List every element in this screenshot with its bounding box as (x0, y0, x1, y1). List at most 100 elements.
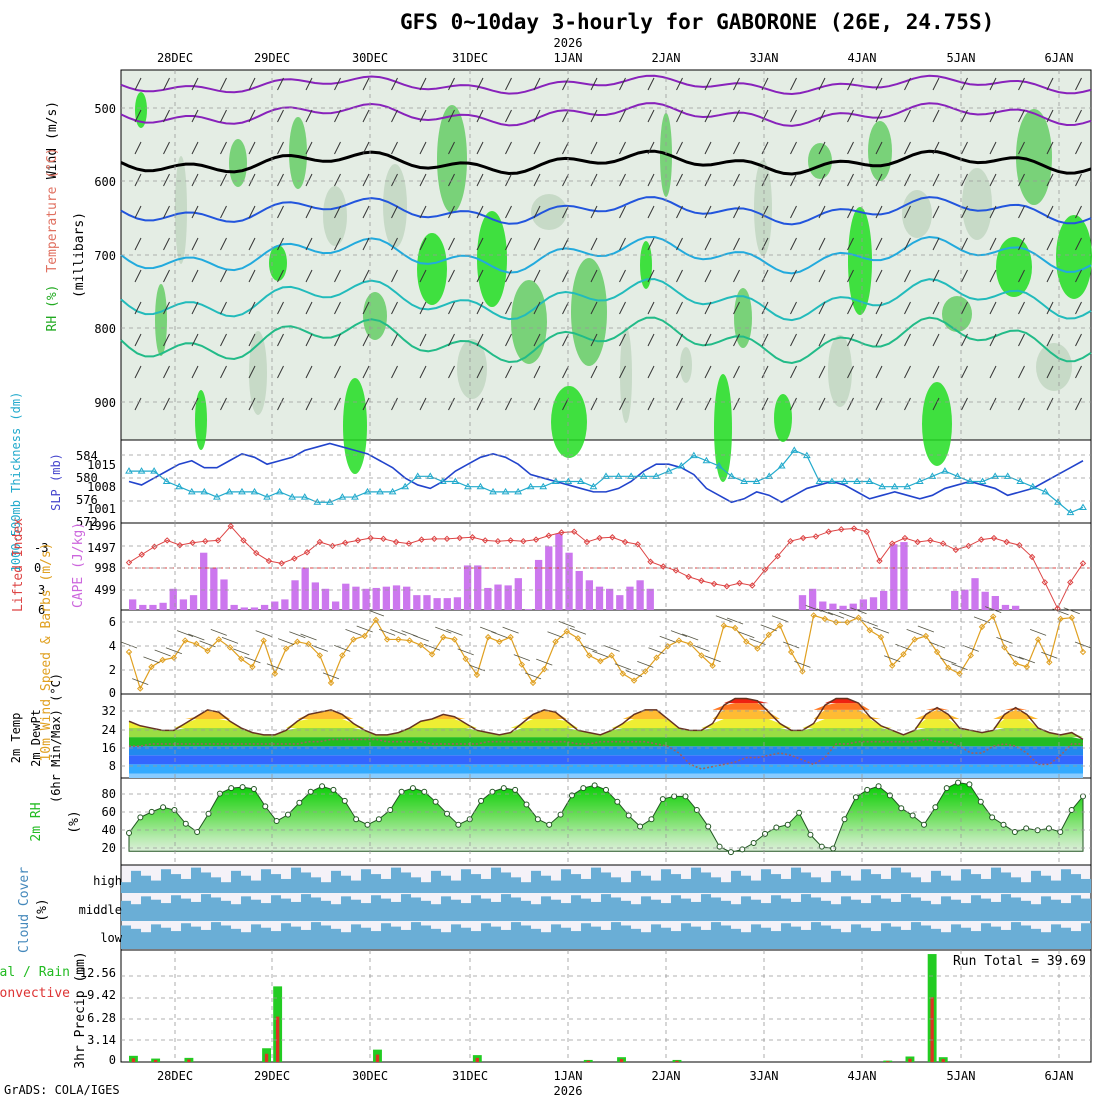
cloud-bar (781, 878, 791, 893)
wind-barb (191, 77, 199, 91)
lifted-index-point (685, 573, 692, 580)
wind-barb (603, 645, 620, 652)
rh-point (444, 810, 450, 817)
rh-point (591, 782, 598, 789)
cloud-bar (451, 924, 461, 949)
rh-point (512, 786, 519, 793)
y-tick-label: 600 (94, 175, 116, 189)
y-tick-label: 4 (109, 639, 116, 653)
wind-barb (790, 77, 797, 91)
wind-barb (940, 657, 957, 665)
wind-barb (558, 621, 575, 628)
wind-barb (191, 365, 199, 379)
wind-barb (592, 650, 609, 658)
thickness-point (438, 477, 447, 484)
y-tick-label: 800 (94, 322, 116, 336)
rh-point (921, 821, 927, 828)
rh-point (182, 820, 189, 827)
wind-speed-point (709, 662, 716, 669)
wind-barb (562, 173, 569, 187)
rh-point (534, 816, 541, 823)
cloud-bar (501, 894, 511, 921)
temp-band (129, 709, 1083, 719)
wind-speed-point (473, 671, 481, 679)
thickness-point (526, 482, 535, 490)
wind-barb (738, 631, 755, 639)
wind-speed-point (922, 632, 930, 640)
cloud-bar (331, 928, 341, 949)
wind-speed-point (327, 679, 335, 687)
thickness-point (263, 493, 271, 500)
wind-barb (476, 269, 484, 283)
wind-barb (619, 333, 626, 347)
cloud-bar (561, 927, 571, 949)
cloud-bar (461, 903, 471, 921)
wind-barb (1075, 365, 1082, 379)
wind-barb (248, 397, 256, 411)
wind-barb (391, 365, 398, 379)
thickness-point (878, 482, 887, 490)
wind-barb (391, 77, 398, 91)
x-tick-label: 2JAN (652, 1069, 681, 1083)
wind-barb (847, 333, 854, 347)
thickness-line (129, 449, 1084, 514)
cloud-bar (791, 901, 801, 921)
wind-speed-point (563, 628, 570, 635)
thickness-point (1003, 472, 1012, 479)
wind-barb (989, 109, 997, 123)
rh-point (250, 785, 257, 792)
wind-barb (790, 173, 797, 187)
rh-blob (848, 207, 872, 315)
rh-point (671, 793, 678, 800)
cloud-bar (351, 880, 361, 893)
wind-barb (761, 397, 769, 411)
y-tick-label: 9.42 (87, 988, 116, 1002)
temperature-contour (120, 316, 1092, 365)
lifted-index-point (749, 582, 756, 589)
wind-barb (491, 631, 508, 639)
wind-barb (704, 333, 712, 347)
cloud-bar (1061, 869, 1071, 893)
thickness-point (853, 477, 861, 484)
wind-speed-point (720, 622, 728, 629)
cloud-bar (991, 867, 1001, 893)
wind-barb (847, 237, 854, 251)
cloud-bar (1031, 870, 1041, 893)
lifted-index-point (1028, 553, 1036, 561)
wind-barb (614, 663, 631, 671)
wind-barb (590, 269, 598, 283)
wind-barb (547, 631, 564, 639)
cape-bar (342, 583, 350, 610)
rh-point (818, 843, 825, 850)
cape-bar (646, 588, 654, 610)
lifted-index-point (392, 538, 400, 546)
wind-speed-point (630, 677, 638, 684)
wind-speed-point (428, 651, 436, 658)
y-tick-label: 1996 (87, 519, 116, 533)
wind-barb (961, 109, 968, 123)
cloud-bar (1041, 932, 1051, 949)
wind-barb (562, 141, 569, 155)
cape-bar (900, 542, 908, 610)
cloud-bar (521, 925, 531, 949)
cloud-bar (771, 931, 781, 949)
cloud-bar (721, 882, 731, 893)
wind-barb (334, 237, 341, 251)
cloud-bar (191, 901, 201, 921)
wind-speed-point (574, 635, 582, 642)
wind-barb (305, 109, 313, 123)
cloud-bar (961, 869, 971, 893)
lifted-index-point (888, 540, 896, 547)
wind-barb (505, 77, 512, 91)
cloud-bar (401, 872, 411, 893)
wind-speed-point (271, 670, 279, 677)
wind-barb (676, 301, 683, 315)
cloud-bar (661, 903, 671, 921)
wind-barb (505, 141, 512, 155)
cloud-bar (1011, 922, 1021, 949)
cloud-bar (1071, 874, 1081, 893)
wind-barb (1007, 653, 1024, 660)
wind-barb (847, 301, 854, 315)
thickness-point (702, 456, 711, 464)
cloud-bar (441, 896, 451, 921)
